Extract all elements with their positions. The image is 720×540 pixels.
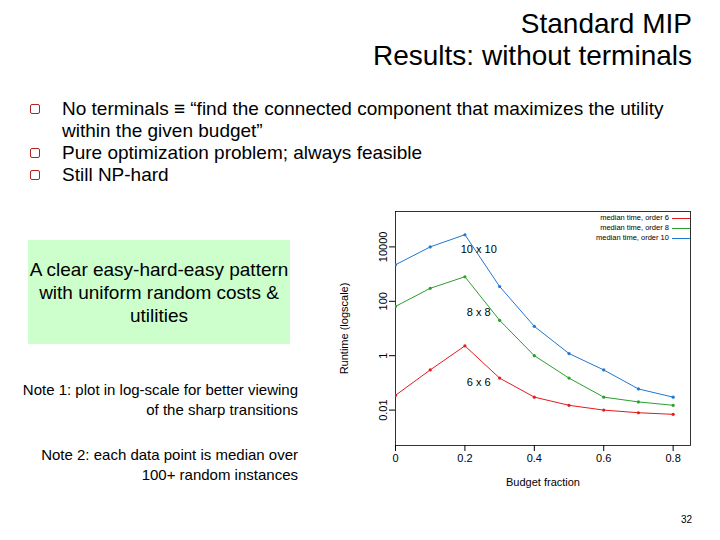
html-text:Note 2: each data point is med: Note 2: each data point is median over 1…: [41, 446, 298, 483]
svg-text:0.01: 0.01: [377, 399, 389, 420]
svg-text:0.8: 0.8: [665, 452, 680, 464]
html-text:Standard MIP: Standard MIP: [520, 8, 692, 39]
svg-text:10 x 10: 10 x 10: [461, 243, 497, 255]
svg-text:0: 0: [392, 452, 398, 464]
svg-text:0.6: 0.6: [596, 452, 611, 464]
html-text:median time, order 6: median time, order 6: [600, 213, 669, 222]
svg-text:0.2: 0.2: [457, 452, 472, 464]
svg-text:1: 1: [377, 353, 389, 359]
svg-text:Budget fraction: Budget fraction: [506, 476, 580, 488]
html-text:median time, order 10: median time, order 10: [596, 233, 669, 242]
svg-text:6 x 6: 6 x 6: [467, 376, 491, 388]
html-text:Still NP-hard: Still NP-hard: [62, 164, 169, 185]
html-text:median time, order 8: median time, order 8: [600, 223, 669, 232]
svg-text:8 x 8: 8 x 8: [467, 306, 491, 318]
html-text:Results: without terminals: Results: without terminals: [373, 40, 692, 71]
svg-text:100: 100: [377, 292, 389, 310]
html-text:Note 1: plot in log-scale for: Note 1: plot in log-scale for better vie…: [22, 381, 298, 418]
svg-text:Runtime (logscale): Runtime (logscale): [338, 283, 350, 375]
html-text:32: 32: [680, 514, 692, 525]
html-text:A clear easy-hard-easy pattern: A clear easy-hard-easy pattern with unif…: [29, 258, 289, 326]
svg-text:0.4: 0.4: [527, 452, 542, 464]
html-text:Pure optimization problem; alw: Pure optimization problem; always feasib…: [62, 142, 423, 163]
html-text:No terminals ≡ “find the conne: No terminals ≡ “find the connected compo…: [62, 98, 664, 141]
svg-text:10000: 10000: [377, 232, 389, 263]
